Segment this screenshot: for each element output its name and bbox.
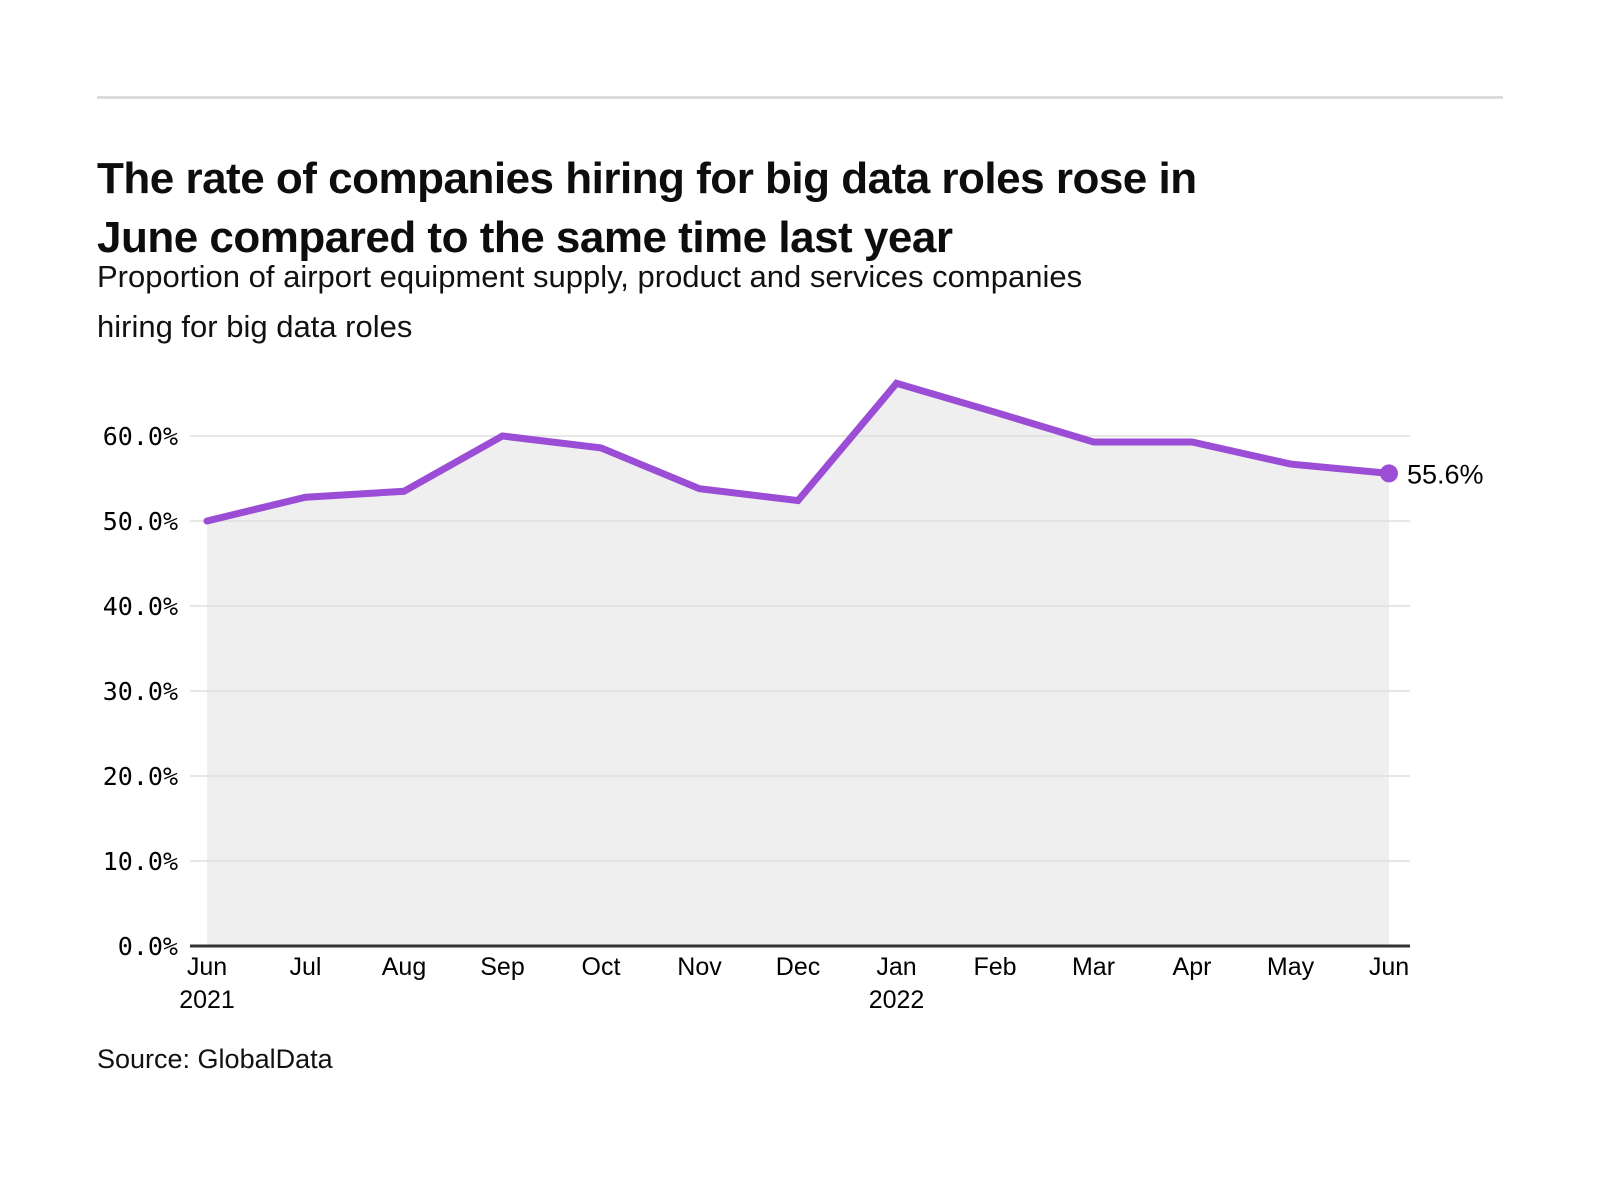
chart-subtitle-line-1: Proportion of airport equipment supply, …: [97, 259, 1083, 294]
y-axis-tick-label: 40.0%: [103, 592, 178, 621]
chart-subtitle: Proportion of airport equipment supply, …: [97, 252, 1467, 352]
x-axis-tick-label: Oct: [582, 953, 621, 981]
end-value-label: 55.6%: [1407, 459, 1484, 489]
page-title-line-2: June compared to the same time last year: [97, 213, 953, 263]
y-axis-tick-label: 0.0%: [118, 932, 178, 961]
x-axis-tick-label: Dec: [776, 953, 820, 981]
chart-subtitle-line-2: hiring for big data roles: [97, 309, 413, 344]
end-point-marker: [1380, 464, 1398, 483]
top-divider: [97, 96, 1503, 99]
area-fill: [207, 383, 1389, 946]
source-attribution: Source: GlobalData: [97, 1044, 333, 1074]
x-axis-tick-label: Jun: [1369, 953, 1409, 981]
x-axis-tick-label: Feb: [973, 953, 1016, 981]
y-axis-tick-label: 30.0%: [103, 677, 178, 706]
x-axis-tick-label: Jan: [876, 953, 916, 981]
page-title: The rate of companies hiring for big dat…: [97, 149, 1467, 267]
x-axis-tick-label: Apr: [1173, 953, 1212, 981]
y-axis-tick-label: 20.0%: [103, 762, 178, 791]
x-axis-tick-label: Jul: [290, 953, 322, 981]
x-axis-year-label: 2021: [179, 986, 235, 1014]
page-title-line-1: The rate of companies hiring for big dat…: [97, 154, 1197, 204]
y-axis-tick-label: 60.0%: [103, 422, 178, 451]
x-axis-tick-label: Jun: [187, 953, 227, 981]
x-axis-tick-label: Aug: [382, 953, 426, 981]
x-axis-tick-label: May: [1267, 953, 1315, 981]
x-axis-tick-label: Sep: [480, 953, 524, 981]
y-axis-tick-label: 10.0%: [103, 847, 178, 876]
x-axis-year-label: 2022: [869, 986, 925, 1014]
y-axis-tick-label: 50.0%: [103, 507, 178, 536]
x-axis-tick-label: Nov: [677, 953, 722, 981]
x-axis-tick-label: Mar: [1072, 953, 1115, 981]
trend-line: [203, 379, 1393, 525]
